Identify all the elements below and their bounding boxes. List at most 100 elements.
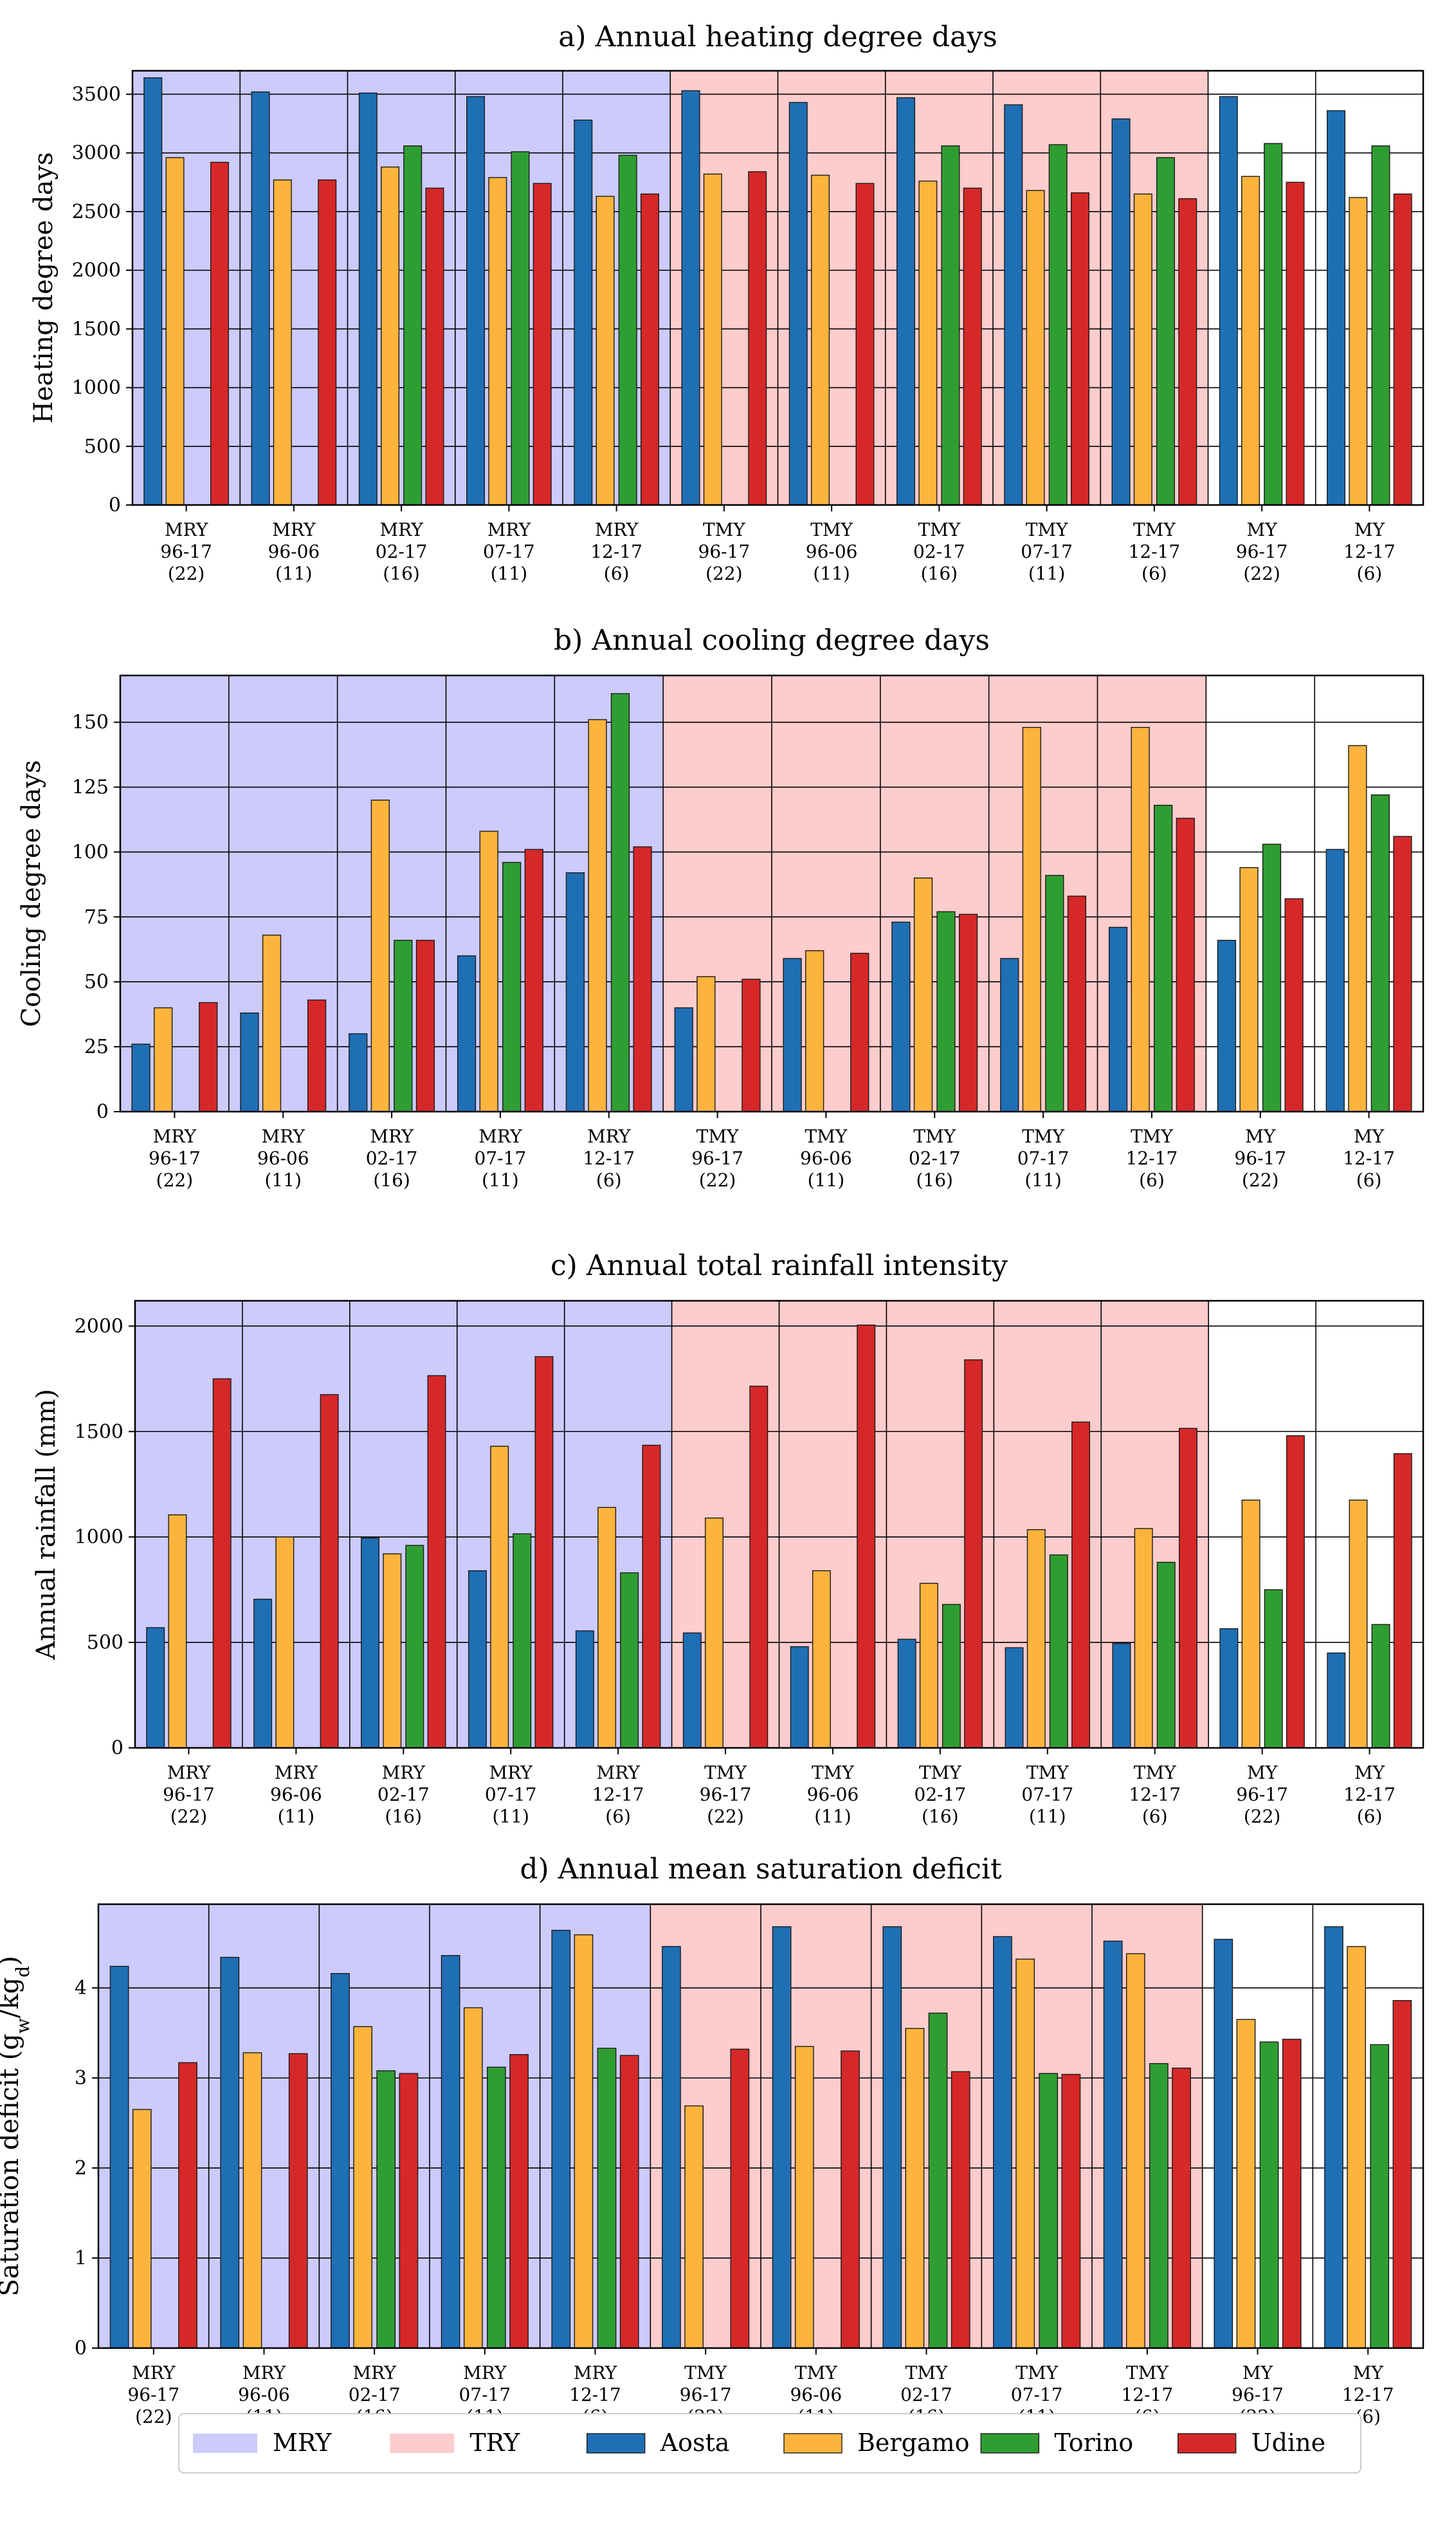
bar-aosta — [662, 1946, 681, 2349]
bar-torino — [405, 1545, 424, 1749]
x-tick-label: 96-17 — [1234, 1148, 1286, 1169]
y-tick-label: 125 — [72, 776, 109, 799]
y-axis-label: Cooling degree days — [17, 760, 46, 1027]
y-tick-label: 100 — [72, 841, 109, 863]
bar-bergamo — [805, 950, 824, 1112]
bar-aosta — [1217, 939, 1237, 1112]
x-tick-label: 02-17 — [900, 2384, 952, 2405]
x-tick-label: MY — [1247, 519, 1278, 540]
bar-udine — [1067, 895, 1087, 1112]
bar-bergamo — [154, 1007, 173, 1112]
x-tick-label: 02-17 — [913, 541, 965, 562]
x-tick-label: MY — [1353, 2362, 1384, 2383]
bar-bergamo — [1022, 727, 1041, 1112]
bar-torino — [1370, 794, 1390, 1112]
x-tick-label: (11) — [491, 563, 527, 584]
bar-udine — [1393, 1453, 1412, 1749]
x-tick-label: MRY — [574, 2362, 617, 2383]
bar-aosta — [1327, 110, 1346, 506]
x-tick-label: 07-17 — [1021, 541, 1073, 562]
y-tick-label: 150 — [72, 712, 109, 734]
bar-aosta — [575, 1630, 594, 1749]
bar-bergamo — [1015, 1958, 1035, 2349]
bar-torino — [1264, 1589, 1283, 1749]
x-tick-label: TMY — [919, 1762, 961, 1783]
x-tick-label: 96-06 — [806, 541, 858, 562]
bar-udine — [1070, 192, 1089, 506]
bar-torino — [1045, 875, 1064, 1112]
x-tick-label: 12-17 — [1343, 541, 1396, 562]
x-tick-label: TMY — [696, 1126, 739, 1147]
chart-heating-degree-days: 0500100015002000250030003500MRY96-17(22)… — [29, 21, 1424, 584]
bar-udine — [415, 939, 435, 1112]
bar-aosta — [253, 1599, 273, 1749]
bar-torino — [1371, 145, 1390, 506]
x-tick-label: 02-17 — [376, 541, 428, 562]
bar-udine — [212, 1378, 232, 1749]
bar-bergamo — [1236, 2019, 1256, 2349]
bar-bergamo — [273, 179, 292, 506]
chart-title: a) Annual heating degree days — [558, 21, 997, 53]
bar-udine — [425, 187, 444, 506]
x-tick-label: (22) — [156, 1170, 193, 1191]
x-tick-label: 96-06 — [238, 2384, 290, 2405]
x-tick-label: 07-17 — [1021, 1784, 1073, 1805]
bar-bergamo — [905, 2028, 925, 2349]
x-tick-label: 07-17 — [483, 541, 535, 562]
bar-udine — [964, 1359, 983, 1749]
bar-torino — [376, 2070, 396, 2349]
y-tick-label: 1500 — [75, 1420, 123, 1443]
x-tick-label: (16) — [916, 1170, 953, 1191]
bar-udine — [963, 187, 982, 506]
bar-bergamo — [696, 976, 716, 1112]
x-tick-label: 96-17 — [160, 541, 212, 562]
chart-title: b) Annual cooling degree days — [554, 624, 990, 657]
legend-label-udine: Udine — [1251, 2428, 1325, 2457]
x-tick-label: (22) — [1243, 563, 1280, 584]
bar-aosta — [682, 1632, 702, 1749]
bar-udine — [633, 846, 652, 1112]
x-tick-label: 12-17 — [583, 1148, 635, 1169]
x-tick-label: MRY — [165, 519, 208, 540]
bar-bergamo — [794, 2046, 814, 2349]
bar-udine — [1284, 898, 1304, 1112]
x-tick-label: 96-17 — [1232, 2384, 1284, 2405]
legend-label-mry: MRY — [273, 2428, 332, 2457]
x-tick-label: (6) — [1142, 1806, 1168, 1827]
bar-aosta — [358, 92, 378, 506]
x-tick-label: 07-17 — [485, 1784, 537, 1805]
x-tick-label: (6) — [596, 1170, 622, 1191]
x-tick-label: MRY — [587, 1126, 631, 1147]
bar-torino — [1154, 805, 1173, 1112]
bar-aosta — [331, 1973, 350, 2349]
bar-udine — [1393, 193, 1412, 506]
bar-udine — [850, 953, 869, 1112]
bar-aosta — [361, 1538, 380, 1749]
bar-torino — [941, 145, 960, 506]
bar-bergamo — [1131, 727, 1150, 1112]
x-tick-label: MRY — [463, 2362, 507, 2383]
x-tick-label: MRY — [379, 519, 423, 540]
bar-udine — [1176, 818, 1195, 1112]
bar-aosta — [240, 1012, 259, 1112]
x-tick-label: TMY — [1134, 1762, 1176, 1783]
y-tick-label: 500 — [87, 1631, 123, 1654]
bar-aosta — [551, 1929, 571, 2349]
bar-aosta — [788, 102, 808, 506]
y-tick-label: 75 — [84, 906, 109, 928]
bar-aosta — [783, 958, 802, 1112]
bar-aosta — [143, 77, 163, 506]
x-tick-label: 12-17 — [569, 2384, 621, 2405]
bar-udine — [857, 1325, 876, 1749]
x-tick-label: 07-17 — [475, 1148, 527, 1169]
bar-udine — [1061, 2073, 1081, 2349]
x-tick-label: TMY — [704, 1762, 747, 1783]
x-tick-label: TMY — [805, 1126, 847, 1147]
y-tick-label: 1000 — [75, 1526, 123, 1548]
x-tick-label: MRY — [132, 2362, 176, 2383]
x-tick-label: 96-06 — [800, 1148, 852, 1169]
x-tick-label: MRY — [382, 1762, 426, 1783]
bar-udine — [1393, 836, 1412, 1112]
bar-udine — [199, 1002, 218, 1112]
bar-torino — [1259, 2041, 1279, 2349]
